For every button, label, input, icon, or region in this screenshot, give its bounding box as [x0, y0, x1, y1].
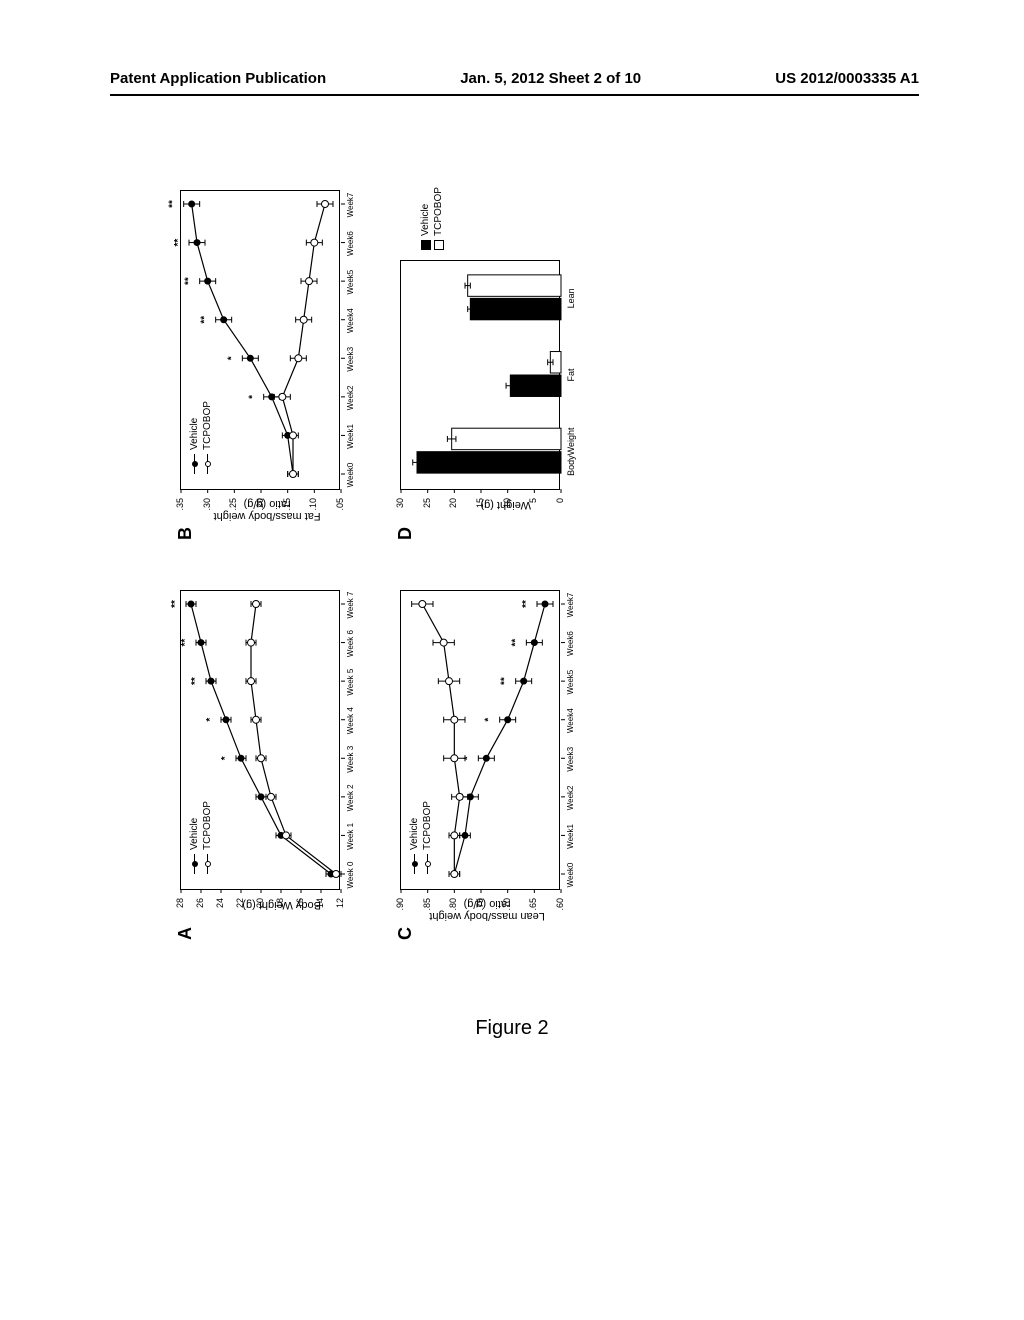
figure-caption: Figure 2: [0, 1017, 1024, 1040]
svg-text:*: *: [205, 718, 216, 722]
panel-a: ******** Vehicle TCPOBOP: [180, 590, 340, 890]
svg-text:*: *: [462, 756, 473, 760]
legend-tcpobop: TCPOBOP: [202, 401, 213, 474]
legend-vehicle: Vehicle: [189, 401, 200, 474]
header-rule: [110, 94, 919, 96]
panel-c: ******** Vehicle TCPOBOP: [400, 590, 560, 890]
header-center: Jan. 5, 2012 Sheet 2 of 10: [460, 70, 641, 87]
panel-c-label: C: [395, 927, 416, 940]
svg-text:*: *: [484, 718, 495, 722]
panel-c-legend: Vehicle TCPOBOP: [409, 801, 435, 874]
svg-text:*: *: [226, 356, 237, 360]
legend-vehicle-bar: Vehicle: [420, 187, 431, 250]
panel-d-chart: [401, 259, 561, 489]
svg-text:*: *: [248, 395, 259, 399]
svg-text:**: **: [180, 639, 191, 647]
svg-text:**: **: [168, 200, 179, 208]
panel-d: [400, 260, 560, 490]
svg-text:**: **: [510, 639, 521, 647]
legend-vehicle: Vehicle: [189, 801, 200, 874]
figure-2-container: A ******** Vehicle TCPOBOP Body Weight (…: [180, 180, 880, 940]
panel-b: ********** Vehicle TCPOBOP: [180, 190, 340, 490]
panel-d-label: D: [395, 527, 416, 540]
svg-text:*: *: [220, 756, 231, 760]
svg-text:**: **: [173, 239, 184, 247]
panel-a-legend: Vehicle TCPOBOP: [189, 801, 215, 874]
panel-a-label: A: [175, 927, 196, 940]
svg-text:**: **: [200, 316, 211, 324]
svg-text:**: **: [190, 677, 201, 685]
legend-vehicle: Vehicle: [409, 801, 420, 874]
panel-d-legend: Vehicle TCPOBOP: [420, 187, 446, 250]
svg-text:**: **: [170, 600, 181, 608]
svg-text:**: **: [500, 677, 511, 685]
panel-b-legend: Vehicle TCPOBOP: [189, 401, 215, 474]
page-header: Patent Application Publication Jan. 5, 2…: [0, 70, 1024, 87]
legend-tcpobop: TCPOBOP: [422, 801, 433, 874]
header-left: Patent Application Publication: [110, 70, 326, 87]
legend-tcpobop: TCPOBOP: [202, 801, 213, 874]
header-right: US 2012/0003335 A1: [775, 70, 919, 87]
svg-text:**: **: [521, 600, 532, 608]
svg-text:**: **: [184, 277, 195, 285]
panel-b-label: B: [175, 527, 196, 540]
legend-tcpobop-bar: TCPOBOP: [433, 187, 444, 250]
